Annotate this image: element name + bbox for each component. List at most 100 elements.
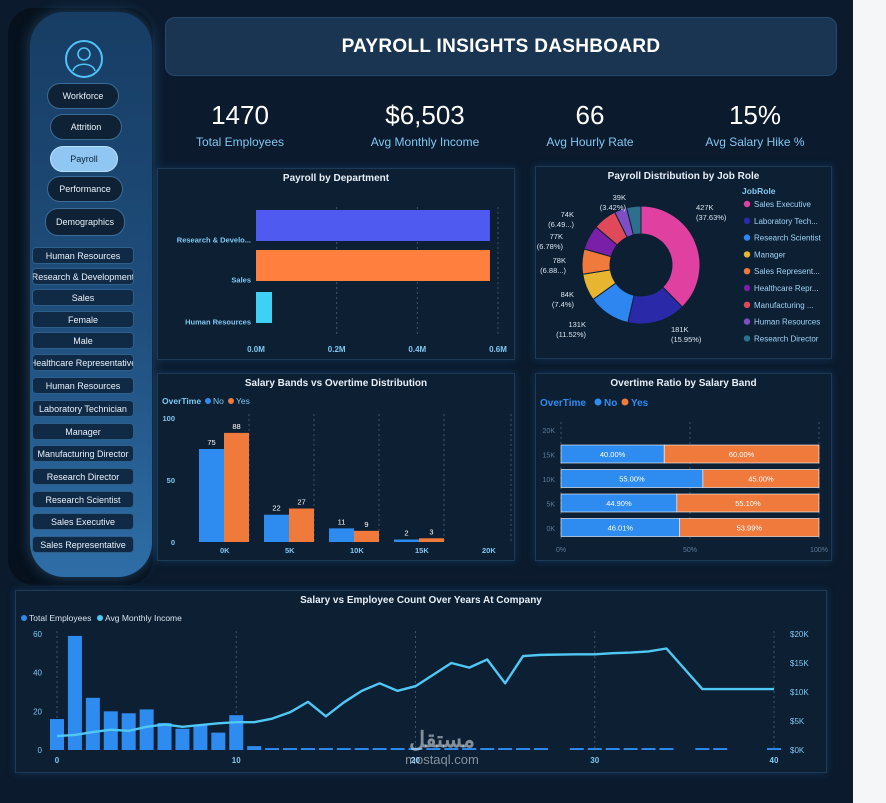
nav-button-workforce[interactable]: Workforce (47, 83, 119, 109)
right-y-tick-label: $10K (790, 688, 809, 697)
bar (265, 748, 280, 750)
chart-title: Overtime Ratio by Salary Band (610, 378, 757, 389)
filter-chip[interactable]: Sales Representative (32, 536, 134, 553)
legend-label: Sales Represent... (754, 267, 820, 276)
legend-title: JobRole (742, 186, 776, 196)
watermark-arabic: مستقل (409, 727, 475, 752)
bar (175, 728, 190, 750)
x-tick-label: 40 (770, 756, 779, 765)
bar (224, 432, 249, 542)
left-y-tick-label: 60 (33, 630, 42, 639)
legend-label: Manufacturing ... (754, 301, 814, 310)
bar (394, 539, 419, 542)
legend-marker (743, 268, 751, 275)
filter-chip[interactable]: Manager (32, 423, 134, 440)
data-label: 11 (338, 517, 346, 526)
filter-chip[interactable]: Research Director (32, 468, 134, 485)
salary-bands-overtime-chart: OverTime No Yes 0 50 100 75 88 0K 22 27 5K 11 9 10K 2 3 1… (162, 396, 512, 555)
y-tick-label: 0K (546, 526, 555, 533)
slice-label: (37.63%) (696, 213, 727, 222)
slice-label: 181K (671, 325, 689, 334)
x-tick-label: 0 (55, 756, 60, 765)
filter-chip[interactable]: Female (32, 311, 134, 328)
kpi-label: Avg Monthly Income (370, 135, 480, 149)
filter-chip[interactable]: Human Resources (32, 377, 134, 394)
filter-chip[interactable]: Sales Executive (32, 513, 134, 530)
kpi-avg-hourly-rate: 66 Avg Hourly Rate (535, 100, 645, 149)
nav-button-performance[interactable]: Performance (47, 176, 123, 202)
bar (157, 722, 172, 750)
nav-button-payroll[interactable]: Payroll (50, 146, 118, 172)
bar (354, 748, 369, 750)
slice-label: 84K (561, 290, 574, 299)
bar (372, 748, 387, 750)
legend-marker (743, 200, 751, 208)
legend-marker (743, 234, 751, 241)
pie-slice (640, 205, 701, 308)
x-tick-label: 15K (415, 546, 429, 555)
overtime-ratio-panel: Overtime Ratio by Salary Band OverTime No… (535, 373, 832, 561)
bar (390, 748, 405, 750)
right-y-tick-label: $0K (790, 746, 805, 755)
bar (695, 748, 710, 750)
left-y-tick-label: 40 (33, 669, 42, 678)
y-tick-label: 5K (546, 502, 555, 509)
legend-label: Total Employees (29, 613, 91, 623)
filter-chip[interactable]: Manufacturing Director (32, 445, 134, 462)
data-label: 2 (404, 529, 408, 538)
user-avatar-icon[interactable] (65, 40, 103, 78)
slice-label: 39K (613, 193, 626, 202)
filter-chip[interactable]: Laboratory Technician (32, 400, 134, 417)
slice-label: (6.78%) (537, 242, 564, 251)
legend-marker (743, 318, 751, 325)
bar (264, 514, 289, 542)
legend-marker (743, 217, 751, 224)
bar (229, 715, 244, 750)
kpi-total-employees: 1470 Total Employees (185, 100, 295, 149)
bar (659, 748, 674, 750)
bar (516, 748, 531, 750)
data-label: 40.00% (600, 450, 626, 459)
legend-marker (743, 251, 751, 258)
filter-chip[interactable]: Sales (32, 289, 134, 306)
bar (426, 748, 441, 750)
x-tick-label: 0.6M (489, 345, 507, 354)
bar (408, 748, 423, 750)
bar (256, 250, 490, 281)
x-tick-label: 10K (350, 546, 364, 555)
nav-button-attrition[interactable]: Attrition (50, 114, 122, 140)
overtime-ratio-chart: OverTime No Yes 0% 50% 100% 20K 15K 10K 5K 0K 40.00… (540, 398, 828, 554)
kpi-avg-salary-hike: 15% Avg Salary Hike % (695, 100, 815, 149)
filter-chip[interactable]: Research & Development (32, 268, 134, 285)
bar (605, 748, 620, 750)
category-label: Research & Develo... (177, 236, 251, 245)
filter-chip[interactable]: Research Scientist (32, 491, 134, 508)
x-tick-label: 10 (232, 756, 241, 765)
right-y-tick-label: $20K (790, 630, 809, 639)
data-label: 75 (207, 438, 215, 447)
x-tick-label: 5K (285, 546, 295, 555)
y-tick-label: 20K (543, 428, 556, 435)
filter-chip[interactable]: Male (32, 332, 134, 349)
legend-label: Yes (631, 398, 649, 409)
nav-button-demographics[interactable]: Demographics (45, 208, 125, 236)
data-label: 9 (364, 520, 368, 529)
legend-title: OverTime (162, 396, 201, 406)
bar (289, 508, 314, 542)
data-label: 53.99% (737, 524, 763, 533)
bar (85, 697, 100, 750)
legend-marker (743, 301, 751, 308)
chart-title: Salary vs Employee Count Over Years At C… (300, 595, 542, 606)
bar (256, 292, 272, 323)
slice-label: 78K (553, 256, 566, 265)
x-tick-label: 20K (482, 546, 496, 555)
bar (713, 748, 728, 750)
payroll-by-department-chart: 0.0M 0.2M 0.4M 0.6M Research & Develo... Sale… (177, 207, 507, 354)
person-icon (72, 47, 96, 72)
filter-chip[interactable]: Healthcare Representative (32, 354, 134, 371)
filter-chip[interactable]: Human Resources (32, 247, 134, 264)
data-label: 27 (297, 498, 305, 507)
legend-marker (228, 398, 234, 404)
bar (569, 748, 584, 750)
bar (767, 748, 781, 750)
